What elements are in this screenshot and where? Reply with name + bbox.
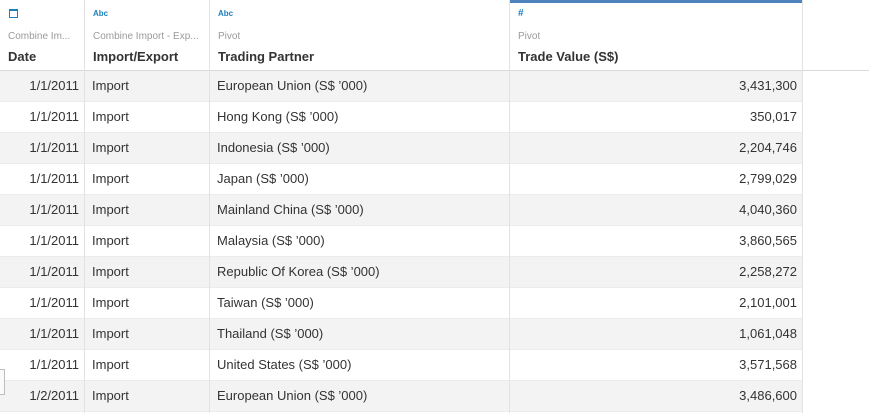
cell-import-export[interactable]: Import xyxy=(92,326,129,341)
cell-import-export[interactable]: Import xyxy=(92,171,129,186)
number-icon: # xyxy=(518,8,524,19)
column-title-trading-partner: Trading Partner xyxy=(218,49,315,64)
cell-date[interactable]: 1/2/2011 xyxy=(29,388,79,403)
column-source-import-export: Combine Import - Exp... xyxy=(93,31,199,42)
table-row[interactable]: 1/1/2011 Import Mainland China (S$ ’000) 4,… xyxy=(0,195,803,226)
table-body: 1/1/2011 Import European Union (S$ ’000) 3,… xyxy=(0,71,803,412)
table-row[interactable]: 1/1/2011 Import Malaysia (S$ ’000) 3,860,56… xyxy=(0,226,803,257)
cell-import-export[interactable]: Import xyxy=(92,388,129,403)
column-source-date: Combine Im... xyxy=(8,31,71,42)
cell-trade-value[interactable]: 3,860,565 xyxy=(739,233,797,248)
cell-trading-partner[interactable]: Indonesia (S$ ’000) xyxy=(217,140,330,155)
cell-date[interactable]: 1/1/2011 xyxy=(29,202,79,217)
cell-import-export[interactable]: Import xyxy=(92,202,129,217)
cell-date[interactable]: 1/1/2011 xyxy=(29,233,79,248)
cell-trade-value[interactable]: 3,571,568 xyxy=(739,357,797,372)
cell-import-export[interactable]: Import xyxy=(92,264,129,279)
cell-trade-value[interactable]: 2,204,746 xyxy=(739,140,797,155)
table-row[interactable]: 1/1/2011 Import United States (S$ ’000) 3,5… xyxy=(0,350,803,381)
column-source-trade-value: Pivot xyxy=(518,31,541,42)
cell-trade-value[interactable]: 2,101,001 xyxy=(739,295,797,310)
column-divider xyxy=(84,0,85,413)
cell-date[interactable]: 1/1/2011 xyxy=(29,264,79,279)
cell-import-export[interactable]: Import xyxy=(92,140,129,155)
cell-trade-value[interactable]: 1,061,048 xyxy=(739,326,797,341)
table-row[interactable]: 1/1/2011 Import Thailand (S$ ’000) 1,061,04… xyxy=(0,319,803,350)
cell-trade-value[interactable]: 3,431,300 xyxy=(739,78,797,93)
cell-date[interactable]: 1/1/2011 xyxy=(29,109,79,124)
abc-icon: Abc xyxy=(218,9,234,18)
panel-resize-handle[interactable] xyxy=(0,369,5,395)
table-row[interactable]: 1/1/2011 Import Indonesia (S$ ’000) 2,204,7… xyxy=(0,133,803,164)
cell-trading-partner[interactable]: European Union (S$ ’000) xyxy=(217,388,368,403)
column-divider xyxy=(209,0,210,413)
column-header-date[interactable]: Combine Im... Date xyxy=(0,0,85,70)
abc-icon: Abc xyxy=(93,9,109,18)
cell-trade-value[interactable]: 2,258,272 xyxy=(739,264,797,279)
cell-trading-partner[interactable]: Republic Of Korea (S$ ’000) xyxy=(217,264,380,279)
cell-date[interactable]: 1/1/2011 xyxy=(29,78,79,93)
cell-date[interactable]: 1/1/2011 xyxy=(29,357,79,372)
table-row[interactable]: 1/1/2011 Import European Union (S$ ’000) 3,… xyxy=(0,71,803,102)
cell-trading-partner[interactable]: United States (S$ ’000) xyxy=(217,357,352,372)
cell-trade-value[interactable]: 3,486,600 xyxy=(739,388,797,403)
cell-trade-value[interactable]: 2,799,029 xyxy=(739,171,797,186)
cell-date[interactable]: 1/1/2011 xyxy=(29,295,79,310)
cell-trade-value[interactable]: 4,040,360 xyxy=(739,202,797,217)
cell-import-export[interactable]: Import xyxy=(92,109,129,124)
cell-trading-partner[interactable]: Taiwan (S$ ’000) xyxy=(217,295,314,310)
header-divider xyxy=(0,70,869,71)
column-header-trading-partner[interactable]: Abc Pivot Trading Partner xyxy=(210,0,510,70)
cell-date[interactable]: 1/1/2011 xyxy=(29,140,79,155)
cell-trading-partner[interactable]: Japan (S$ ’000) xyxy=(217,171,309,186)
column-title-date: Date xyxy=(8,49,37,64)
cell-trading-partner[interactable]: Thailand (S$ ’000) xyxy=(217,326,324,341)
column-title-import-export: Import/Export xyxy=(93,49,179,64)
cell-trade-value[interactable]: 350,017 xyxy=(750,109,797,124)
column-header-row: Combine Im... Date Abc Combine Import - … xyxy=(0,0,869,70)
cell-import-export[interactable]: Import xyxy=(92,357,129,372)
cell-import-export[interactable]: Import xyxy=(92,295,129,310)
table-row[interactable]: 1/1/2011 Import Japan (S$ ’000) 2,799,029 xyxy=(0,164,803,195)
cell-import-export[interactable]: Import xyxy=(92,233,129,248)
table-row[interactable]: 1/1/2011 Import Taiwan (S$ ’000) 2,101,001 xyxy=(0,288,803,319)
table-row[interactable]: 1/1/2011 Import Republic Of Korea (S$ ’000… xyxy=(0,257,803,288)
column-title-trade-value: Trade Value (S$) xyxy=(518,49,619,64)
cell-date[interactable]: 1/1/2011 xyxy=(29,171,79,186)
table-row[interactable]: 1/1/2011 Import Hong Kong (S$ ’000) 350,017 xyxy=(0,102,803,133)
calendar-icon xyxy=(9,9,18,18)
column-divider xyxy=(802,0,803,413)
column-header-import-export[interactable]: Abc Combine Import - Exp... Import/Expor… xyxy=(85,0,210,70)
cell-import-export[interactable]: Import xyxy=(92,78,129,93)
column-header-trade-value[interactable]: # Pivot Trade Value (S$) xyxy=(510,0,803,70)
column-divider xyxy=(509,0,510,413)
cell-trading-partner[interactable]: Hong Kong (S$ ’000) xyxy=(217,109,339,124)
cell-trading-partner[interactable]: European Union (S$ ’000) xyxy=(217,78,368,93)
cell-date[interactable]: 1/1/2011 xyxy=(29,326,79,341)
column-source-trading-partner: Pivot xyxy=(218,31,241,42)
table-row[interactable]: 1/2/2011 Import European Union (S$ ’000) 3,… xyxy=(0,381,803,412)
cell-trading-partner[interactable]: Mainland China (S$ ’000) xyxy=(217,202,364,217)
cell-trading-partner[interactable]: Malaysia (S$ ’000) xyxy=(217,233,325,248)
